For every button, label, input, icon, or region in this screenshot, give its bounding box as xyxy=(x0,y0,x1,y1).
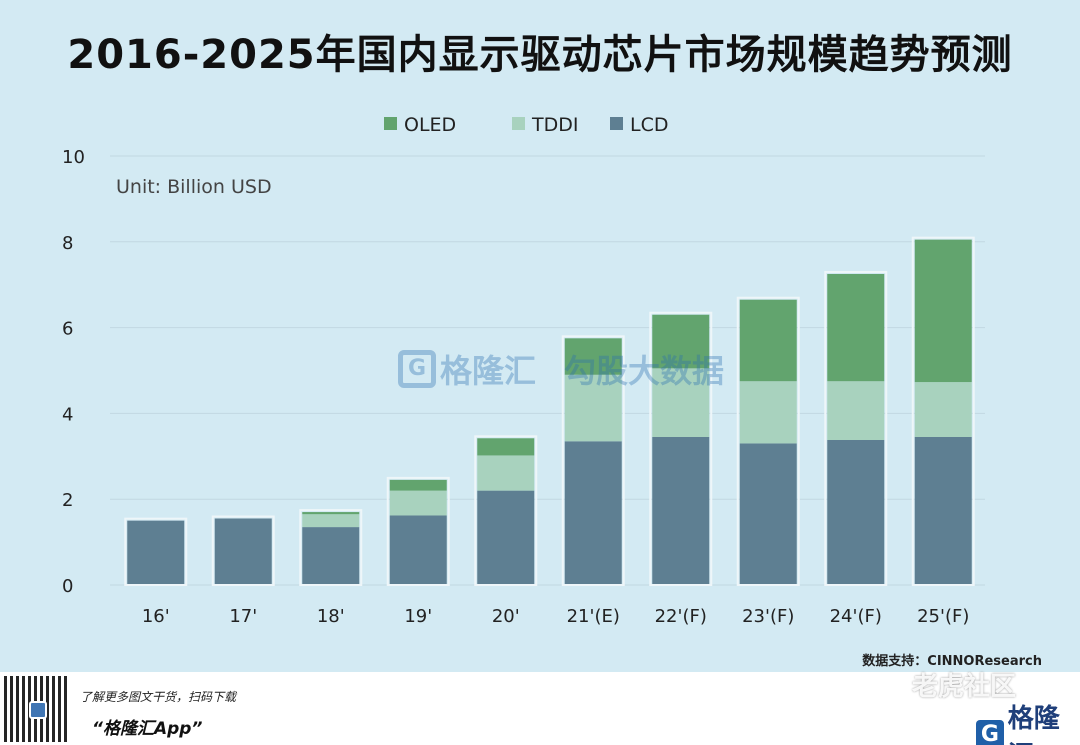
y-tick-label: 6 xyxy=(62,319,73,340)
brand-logo-icon: G xyxy=(976,720,1004,745)
bar-segment-lcd xyxy=(739,443,797,585)
bar-segment-oled xyxy=(739,299,797,382)
legend-swatch xyxy=(512,117,525,130)
legend-label: LCD xyxy=(630,114,668,136)
bar-segment-lcd xyxy=(914,436,972,585)
bar-segment-tddi xyxy=(389,490,447,516)
bar-segment-tddi xyxy=(827,381,885,440)
y-tick-label: 2 xyxy=(62,490,73,511)
bar-segment-tddi xyxy=(914,382,972,437)
bar-segment-oled xyxy=(389,479,447,491)
legend-label: TDDI xyxy=(531,114,578,136)
watermark-brand-2: 勾股大数据 xyxy=(564,352,725,390)
bar-outline xyxy=(561,335,625,587)
bar-segment-lcd xyxy=(652,436,710,585)
x-tick-label: 25'(F) xyxy=(917,606,969,627)
unit-label: Unit: Billion USD xyxy=(116,176,272,198)
x-tick-label: 16' xyxy=(142,606,170,627)
y-tick-label: 10 xyxy=(62,147,85,168)
qr-code-icon[interactable] xyxy=(4,676,70,742)
brand-logo-text: 格隆汇 xyxy=(1007,704,1060,745)
x-tick-label: 21'(E) xyxy=(567,606,620,627)
bar-outline xyxy=(211,515,275,587)
bar-segment-oled xyxy=(827,273,885,382)
bar-segment-tddi xyxy=(652,368,710,437)
x-tick-label: 19' xyxy=(404,606,432,627)
watermark-brand: 格隆汇 xyxy=(440,352,537,390)
watermark-logo-icon: G xyxy=(398,350,436,388)
y-tick-label: 8 xyxy=(62,233,73,254)
y-tick-label: 0 xyxy=(62,576,73,597)
bar-segment-oled xyxy=(477,438,535,456)
bar-segment-lcd xyxy=(389,515,447,585)
watermark: G 格隆汇 勾股大数据 xyxy=(398,346,724,392)
bar-outline xyxy=(736,296,800,586)
bar-segment-oled xyxy=(564,338,622,375)
x-tick-label: 18' xyxy=(317,606,345,627)
bar-segment-lcd xyxy=(564,441,622,585)
bar-segment-tddi xyxy=(302,514,360,528)
bar-segment-tddi xyxy=(739,381,797,444)
bar-outline xyxy=(124,517,188,587)
brand-logo: G 格隆汇 xyxy=(976,698,1080,745)
legend-swatch xyxy=(610,117,623,130)
bar-segment-oled xyxy=(914,239,972,383)
footer-tagline: 了解更多图文干货，扫码下载 xyxy=(80,690,237,704)
bar-segment-lcd xyxy=(127,520,185,585)
chart-title: 2016-2025年国内显示驱动芯片市场规模趋势预测 xyxy=(67,32,1013,78)
legend-swatch xyxy=(384,117,397,130)
bar-segment-lcd xyxy=(477,490,535,585)
community-watermark: 老虎社区 xyxy=(912,672,1017,702)
bar-outline xyxy=(824,270,888,586)
bar-outline xyxy=(649,311,713,586)
bar-segment-tddi xyxy=(477,455,535,491)
x-tick-label: 23'(F) xyxy=(742,606,794,627)
data-source: 数据支持：CINNOResearch xyxy=(862,654,1042,669)
x-tick-label: 22'(F) xyxy=(655,606,707,627)
bar-segment-lcd xyxy=(827,439,885,585)
bar-segment-oled xyxy=(652,314,710,369)
y-tick-label: 4 xyxy=(62,404,73,425)
bar-segment-lcd xyxy=(214,518,272,585)
legend-label: OLED xyxy=(404,114,456,136)
footer-app-name: “格隆汇App” xyxy=(92,719,203,739)
bar-segment-lcd xyxy=(302,527,360,585)
bar-outline xyxy=(911,236,975,586)
bar-outline xyxy=(386,476,450,586)
bar-segment-oled xyxy=(302,512,360,515)
stacked-bar-chart: 0 2 4 6 8 10 Unit: Billion USD OLED TDDI LCD 16' 17… xyxy=(62,114,985,627)
footer: 了解更多图文干货，扫码下载 “格隆汇App” xyxy=(0,672,1080,745)
bar-outline xyxy=(299,509,363,587)
x-tick-label: 24'(F) xyxy=(830,606,882,627)
x-tick-label: 20' xyxy=(492,606,520,627)
bar-outline xyxy=(474,435,538,587)
bar-segment-tddi xyxy=(564,374,622,442)
x-tick-label: 17' xyxy=(229,606,257,627)
